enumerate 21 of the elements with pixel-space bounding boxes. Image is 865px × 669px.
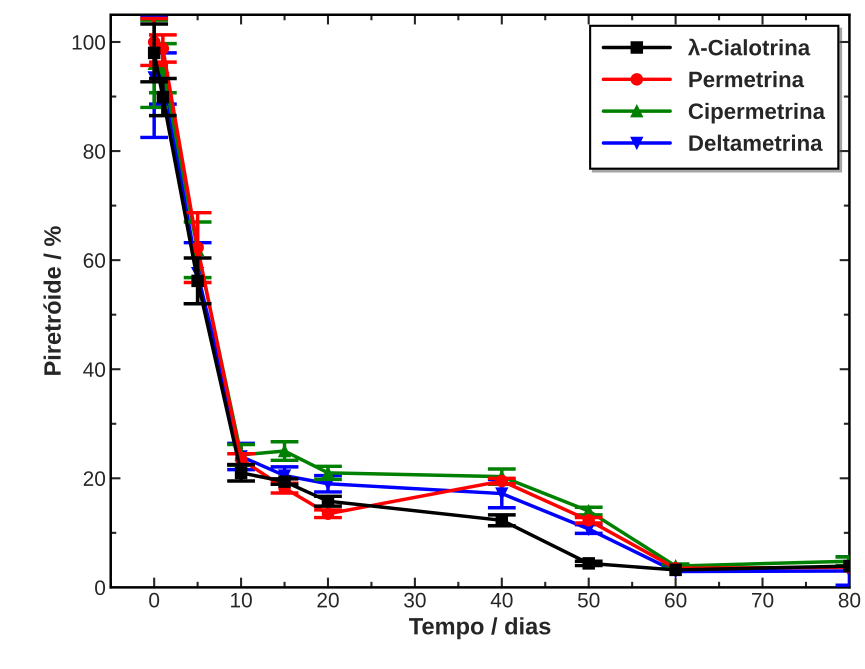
x-tick-label: 50 — [578, 592, 600, 608]
legend-label: λ-Cialotrina — [688, 38, 810, 56]
x-tick-label: 60 — [665, 592, 686, 608]
x-tick-label: 10 — [231, 592, 252, 608]
x-tick-label: 0 — [149, 592, 160, 608]
legend-label: Permetrina — [689, 70, 804, 88]
y-tick-label: 100 — [72, 34, 106, 50]
x-tick-label: 80 — [838, 592, 860, 608]
legend-label: Deltametrina — [689, 134, 823, 151]
y-tick-label: 40 — [83, 362, 106, 377]
y-tick-label: 0 — [95, 580, 106, 596]
x-tick-label: 70 — [752, 592, 774, 608]
y-tick-label: 60 — [84, 253, 106, 268]
x-tick-label: 40 — [490, 592, 513, 608]
y-axis-title: Piretróide / % — [43, 226, 62, 375]
x-tick-label: 30 — [404, 592, 426, 608]
y-tick-label: 20 — [84, 471, 106, 486]
x-tick-label: 20 — [317, 592, 339, 608]
y-tick-label: 80 — [84, 144, 106, 159]
legend-label: Cipermetrina — [688, 102, 826, 124]
x-axis-title: Tempo / dias — [409, 617, 550, 640]
